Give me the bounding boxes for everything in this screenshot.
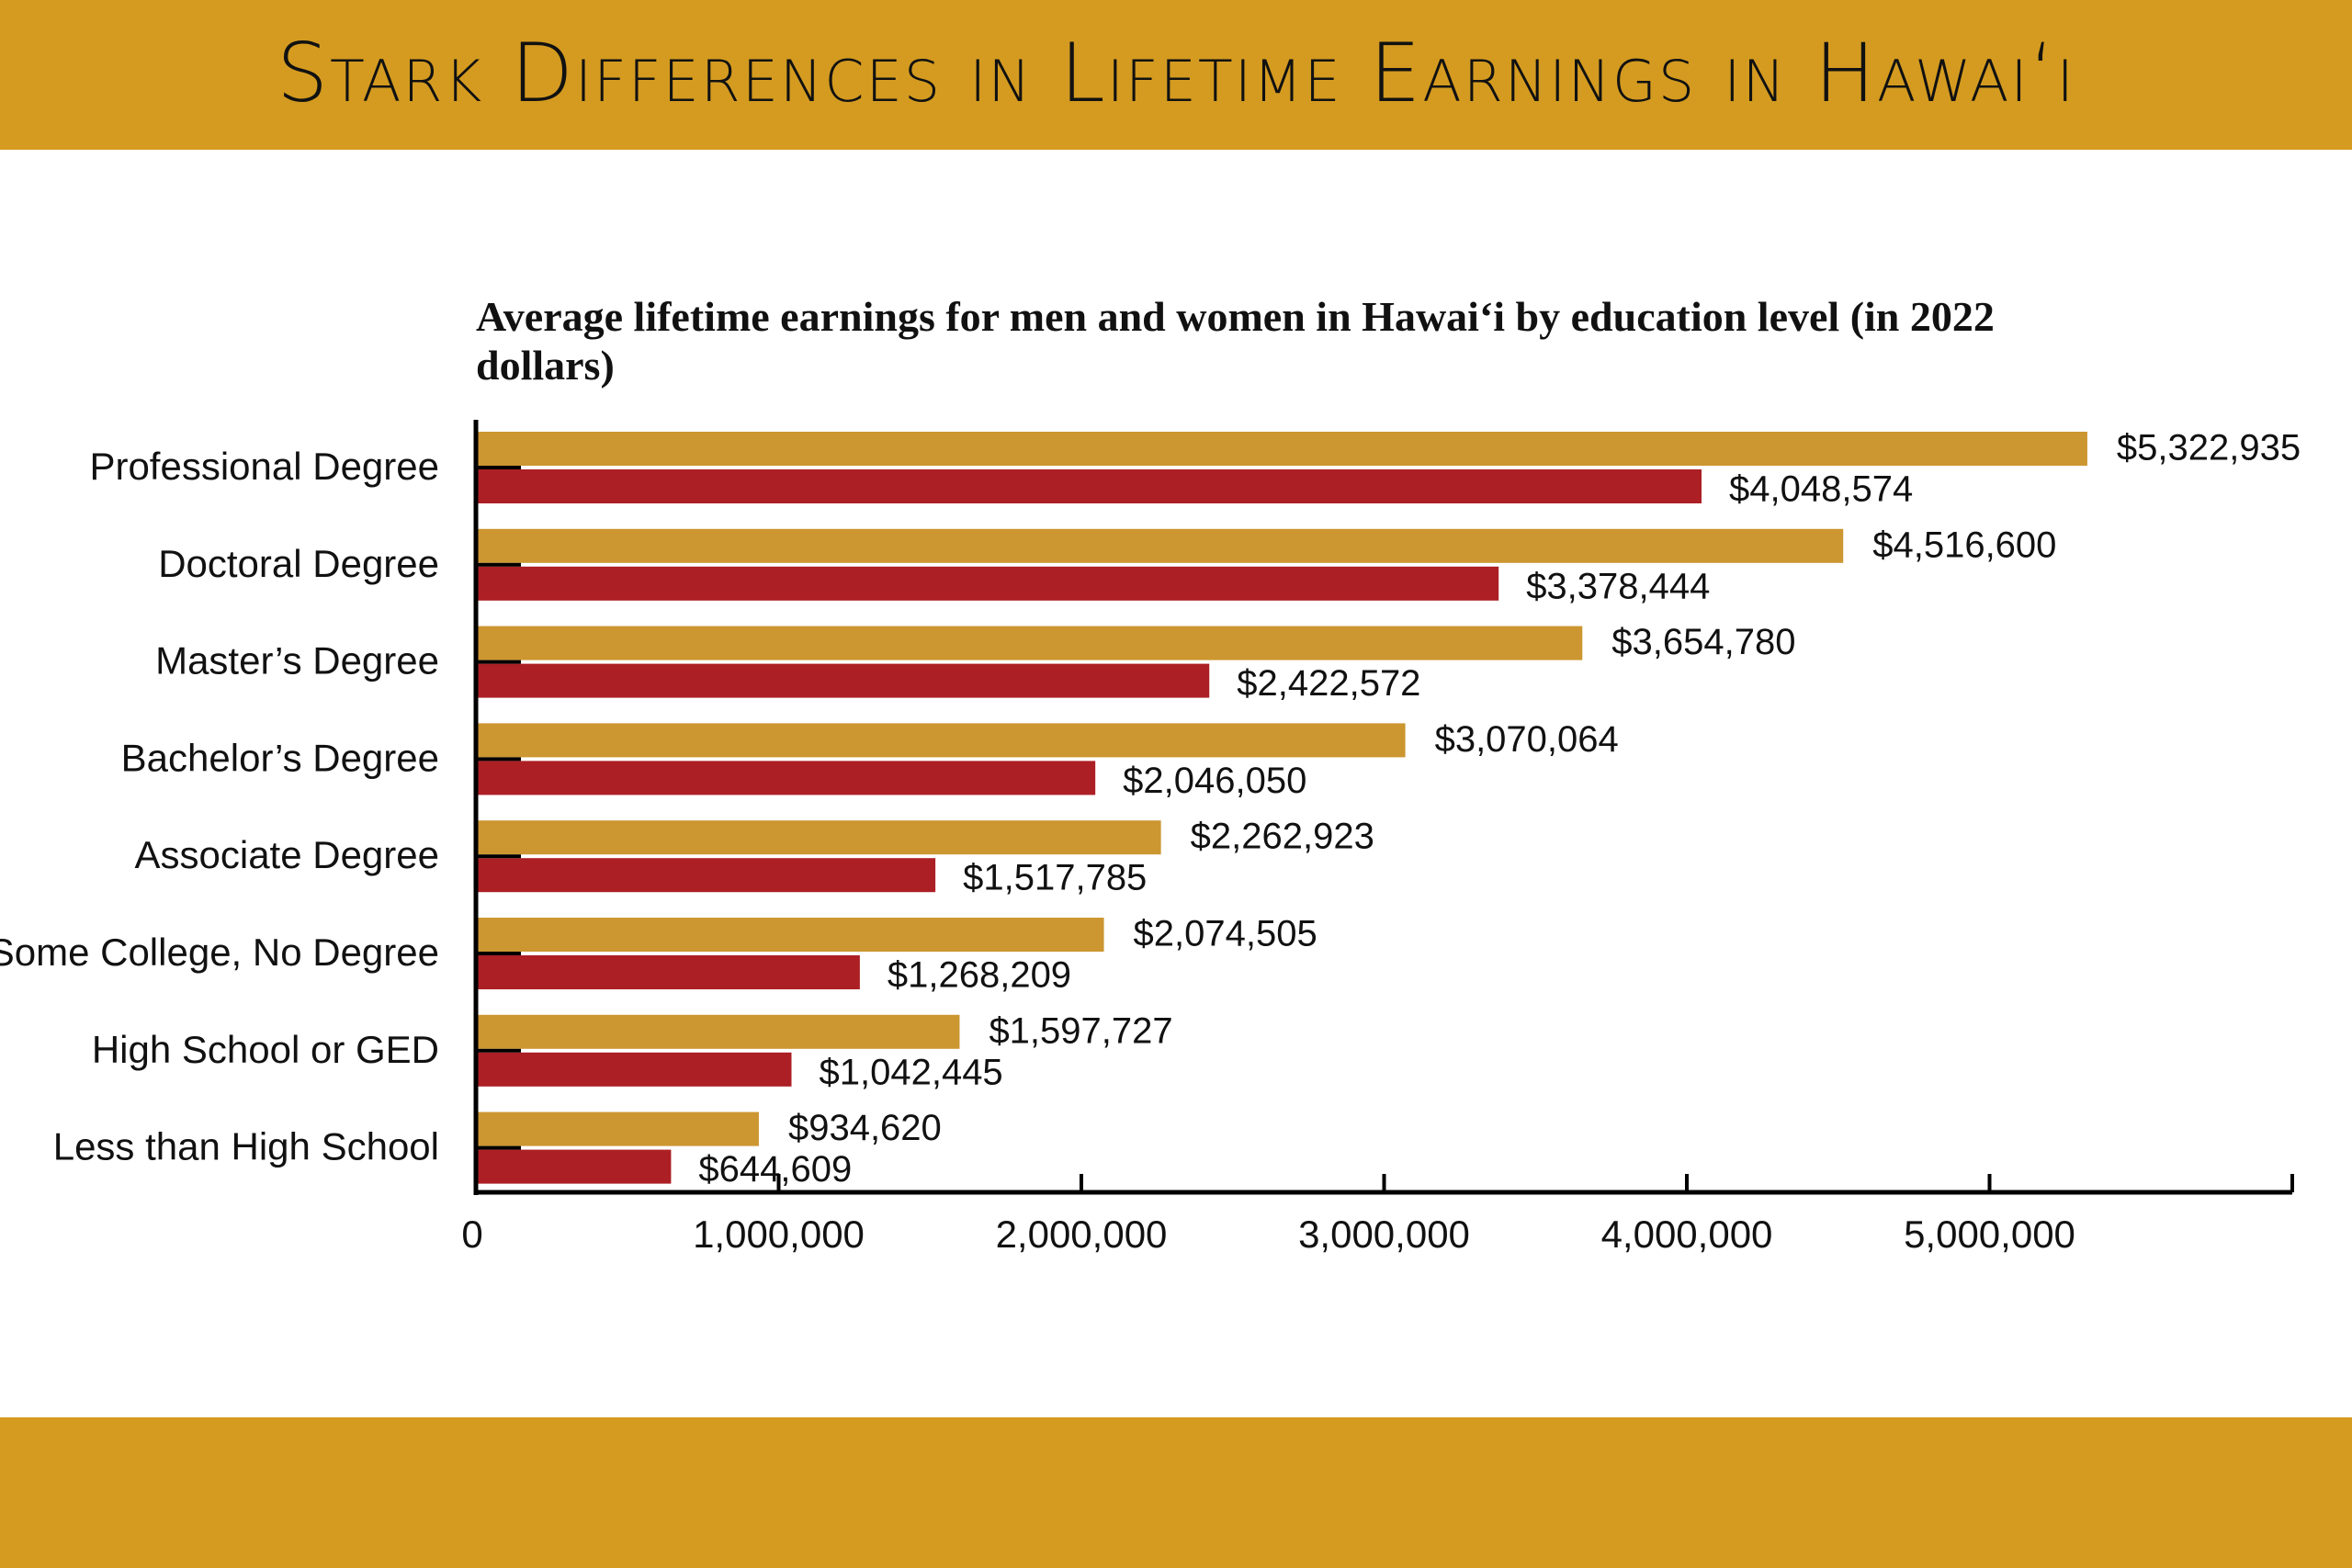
bar-separator xyxy=(476,660,521,664)
data-label: $1,597,727 xyxy=(989,1010,1172,1051)
bar xyxy=(476,566,1499,601)
bar xyxy=(476,820,1161,855)
data-label: $2,074,505 xyxy=(1134,914,1317,954)
data-label: $2,422,572 xyxy=(1237,663,1420,704)
data-label: $3,654,780 xyxy=(1611,622,1795,662)
bar xyxy=(476,955,860,989)
data-label: $3,070,064 xyxy=(1435,719,1619,760)
bar xyxy=(476,528,1844,563)
bar xyxy=(476,723,1406,758)
bar xyxy=(476,663,1210,698)
bar-separator xyxy=(476,757,521,761)
data-label: $4,516,600 xyxy=(1872,525,2056,565)
bar xyxy=(476,761,1096,795)
x-tick-label: 4,000,000 xyxy=(1601,1213,1773,1256)
data-label: $2,046,050 xyxy=(1123,761,1306,801)
x-tick-label: 5,000,000 xyxy=(1904,1213,2075,1256)
x-tick-label: 1,000,000 xyxy=(693,1213,865,1256)
bar-separator xyxy=(476,854,521,859)
x-tick-label: 3,000,000 xyxy=(1298,1213,1470,1256)
x-tick-label: 0 xyxy=(461,1213,482,1256)
data-label: $5,322,935 xyxy=(2117,428,2301,468)
bar xyxy=(476,469,1702,503)
data-label: $3,378,444 xyxy=(1526,566,1710,606)
category-label: Less than High School xyxy=(53,1125,439,1168)
data-label: $4,048,574 xyxy=(1729,469,1913,510)
bar xyxy=(476,1052,792,1087)
bar-separator xyxy=(476,1048,521,1053)
data-label: $1,517,785 xyxy=(963,858,1147,898)
data-label: $934,620 xyxy=(788,1108,942,1148)
page-title: Stark Differences in Lifetime Earnings i… xyxy=(277,26,2075,120)
category-label: High School or GED xyxy=(92,1028,439,1071)
bar xyxy=(476,1014,960,1049)
bar xyxy=(476,432,2087,466)
data-label: $2,262,923 xyxy=(1191,817,1374,857)
bottom-banner xyxy=(0,1417,2352,1568)
top-banner: Stark Differences in Lifetime Earnings i… xyxy=(0,0,2352,150)
category-label: Doctoral Degree xyxy=(158,542,439,585)
bar xyxy=(476,1111,759,1146)
bar xyxy=(476,918,1104,952)
bar-separator xyxy=(476,952,521,955)
category-label: Some College, No Degree xyxy=(0,931,439,974)
bar xyxy=(476,858,936,893)
bar-separator xyxy=(476,1145,521,1150)
data-label: $1,042,445 xyxy=(819,1052,1002,1092)
category-label: Associate Degree xyxy=(134,833,439,876)
x-tick-label: 2,000,000 xyxy=(996,1213,1168,1256)
category-label: Master’s Degree xyxy=(155,639,439,682)
bar-separator xyxy=(476,466,521,469)
bar xyxy=(476,1149,672,1184)
category-label: Bachelor’s Degree xyxy=(121,736,439,779)
data-label: $644,609 xyxy=(698,1149,852,1190)
chart-title: Average lifetime earnings for men and wo… xyxy=(476,293,1995,389)
bar xyxy=(476,626,1583,660)
bar-separator xyxy=(476,562,521,567)
category-label: Professional Degree xyxy=(89,445,439,488)
data-label: $1,268,209 xyxy=(888,955,1071,996)
